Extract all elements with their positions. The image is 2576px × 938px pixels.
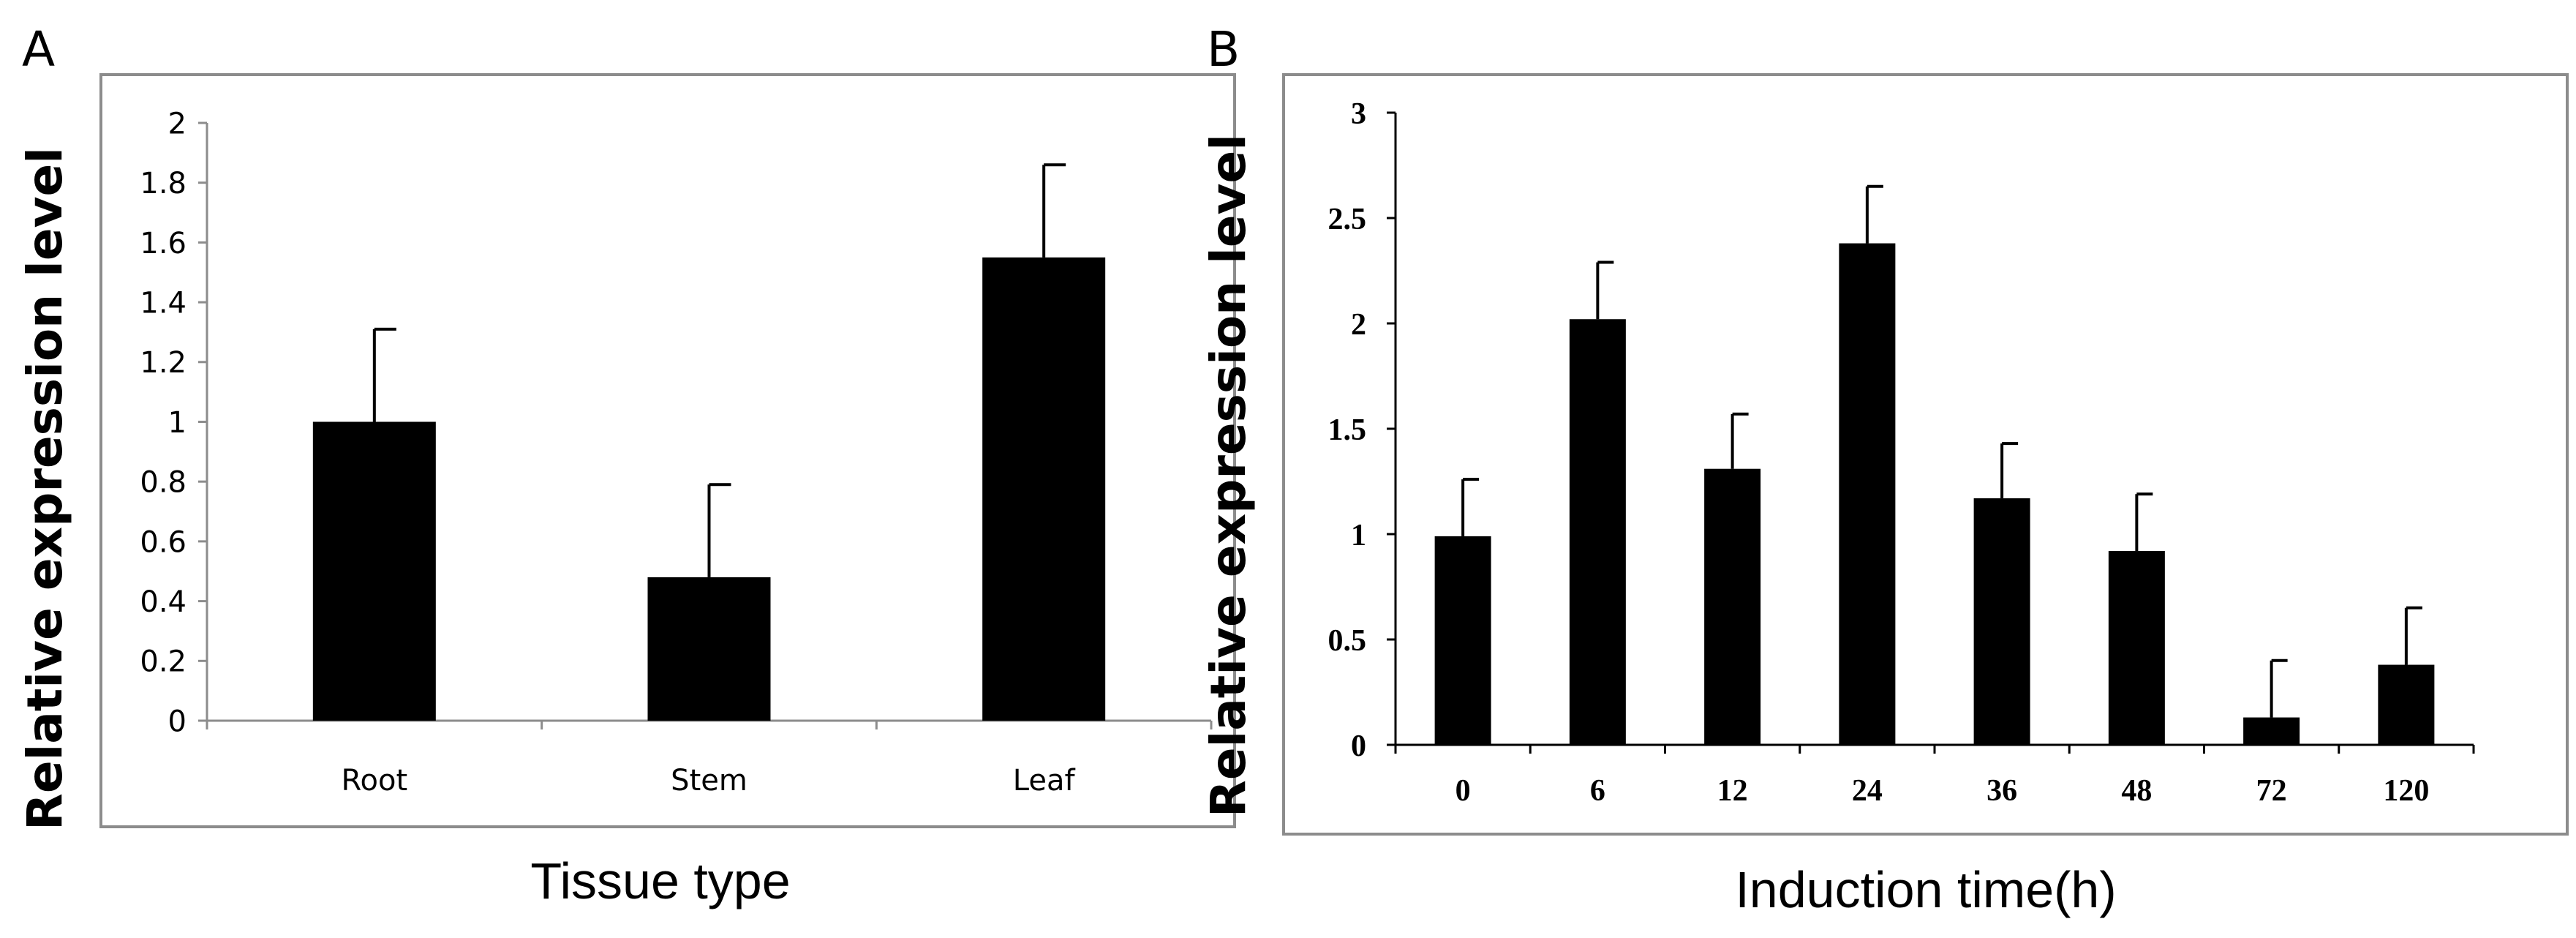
category-label: 48 (2121, 774, 2152, 808)
bar (982, 257, 1106, 721)
panel-b-plot: 0 0.5 1 1.5 2 2.5 3 0 6 12 24 36 48 72 120 (1328, 97, 2475, 808)
panel-a-xlabel: Tissue type (530, 852, 790, 909)
panel-a-frame (99, 73, 1236, 828)
y-tick-label: 2 (168, 107, 187, 140)
bar (1973, 498, 2030, 745)
category-label: Root (342, 764, 408, 798)
y-tick-label: 0.5 (1328, 624, 1367, 658)
y-tick-label: 3 (1351, 97, 1366, 131)
y-tick-label: 1.2 (140, 346, 187, 380)
panel-a-plot: 0 0.2 0.4 0.6 0.8 1 1.2 1.4 1.6 1.8 2 Root Stem Leaf (140, 107, 1213, 798)
bar (2378, 664, 2435, 745)
y-tick-label: 1 (168, 406, 187, 440)
y-tick-label: 0.8 (140, 466, 187, 500)
bar (1704, 468, 1761, 745)
y-tick-label: 1.4 (140, 287, 187, 320)
panel-a-ylabel: Relative expression level (17, 147, 73, 830)
panel-b-label: B (1207, 21, 1240, 78)
panel-a-label: A (22, 21, 55, 78)
y-tick-label: 2.5 (1328, 203, 1367, 236)
y-tick-label: 1 (1351, 519, 1366, 552)
category-label: 6 (1590, 774, 1605, 808)
bar (312, 421, 436, 721)
y-tick-label: 1.5 (1328, 413, 1367, 447)
bar (2108, 551, 2165, 745)
category-label: 72 (2256, 774, 2287, 808)
panel-b-frame (1282, 73, 2569, 836)
y-tick-label: 2 (1351, 308, 1366, 342)
category-label: 36 (1986, 774, 2017, 808)
y-tick-label: 0 (168, 705, 187, 738)
category-label: Stem (671, 764, 747, 798)
y-tick-label: 0 (1351, 729, 1366, 763)
panel-b: B Relative expression level Induction ti… (1200, 21, 2569, 918)
y-tick-label: 1.6 (140, 227, 187, 260)
y-tick-label: 1.8 (140, 167, 187, 200)
category-label: 0 (1455, 774, 1471, 808)
y-tick-label: 0.4 (140, 585, 187, 619)
panel-b-xlabel: Induction time(h) (1735, 861, 2116, 918)
y-tick-label: 0.6 (140, 525, 187, 559)
bar (1569, 319, 1626, 745)
category-label: 120 (2383, 774, 2429, 808)
category-label: 12 (1717, 774, 1748, 808)
bar (1434, 536, 1491, 745)
y-tick-label: 0.2 (140, 645, 187, 679)
bar (2243, 717, 2300, 745)
category-label: Leaf (1013, 764, 1076, 798)
bar (647, 577, 771, 721)
bar (1839, 243, 1896, 745)
panel-a: A Relative expression level Tissue type … (17, 21, 1236, 909)
category-label: 24 (1852, 774, 1883, 808)
panel-b-ylabel: Relative expression level (1200, 134, 1257, 817)
